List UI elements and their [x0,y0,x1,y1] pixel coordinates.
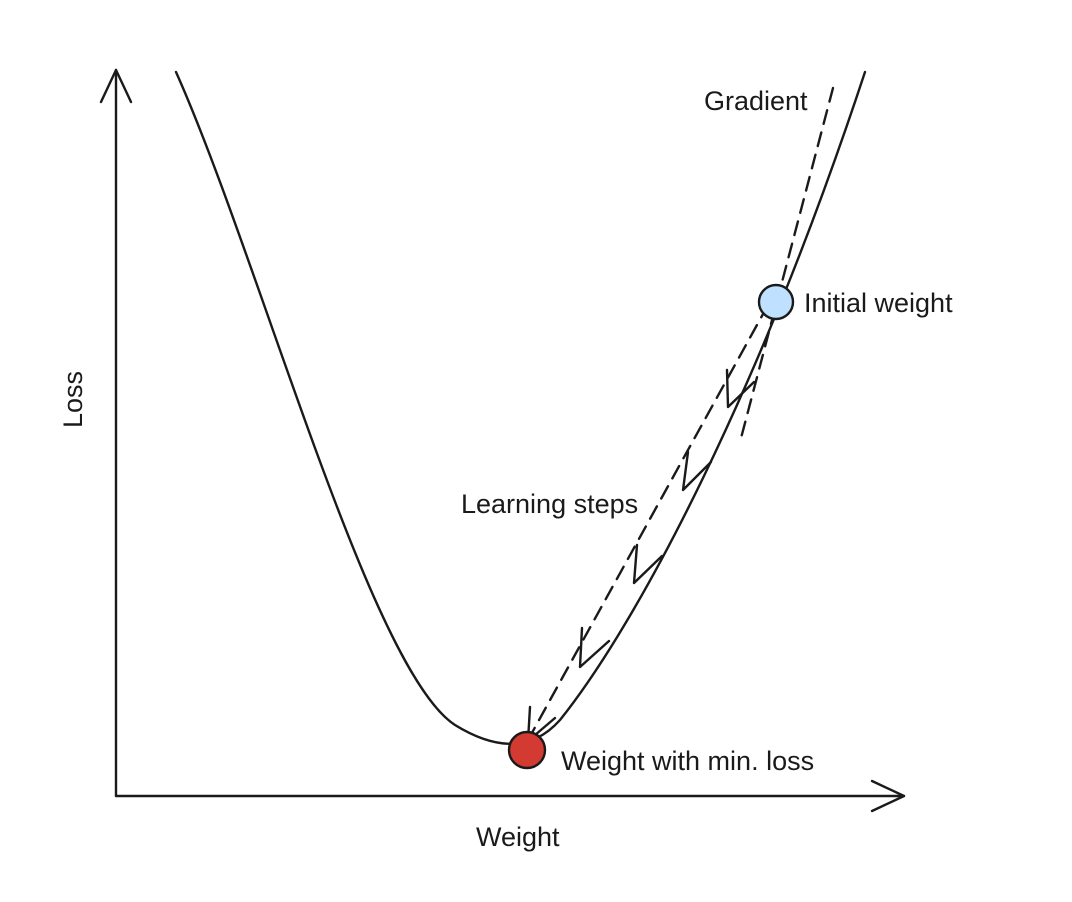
gradient-label: Gradient [704,86,808,116]
y-axis [99,68,133,798]
y-axis-label: Loss [58,371,88,428]
step-arrow-2 [681,450,713,492]
min-loss-label: Weight with min. loss [561,746,814,776]
initial-weight-label: Initial weight [804,288,953,318]
x-axis [114,779,906,813]
loss-curve [174,70,867,745]
learning-steps-path [526,303,770,743]
step-arrow-3 [632,543,664,585]
step-arrow-4 [578,626,611,669]
gradient-line [738,86,835,444]
x-axis-label: Weight [476,822,560,852]
initial-weight-point [757,283,795,321]
step-arrow-1 [725,368,756,409]
min-loss-point [507,730,547,770]
learning-steps-label: Learning steps [461,489,638,519]
